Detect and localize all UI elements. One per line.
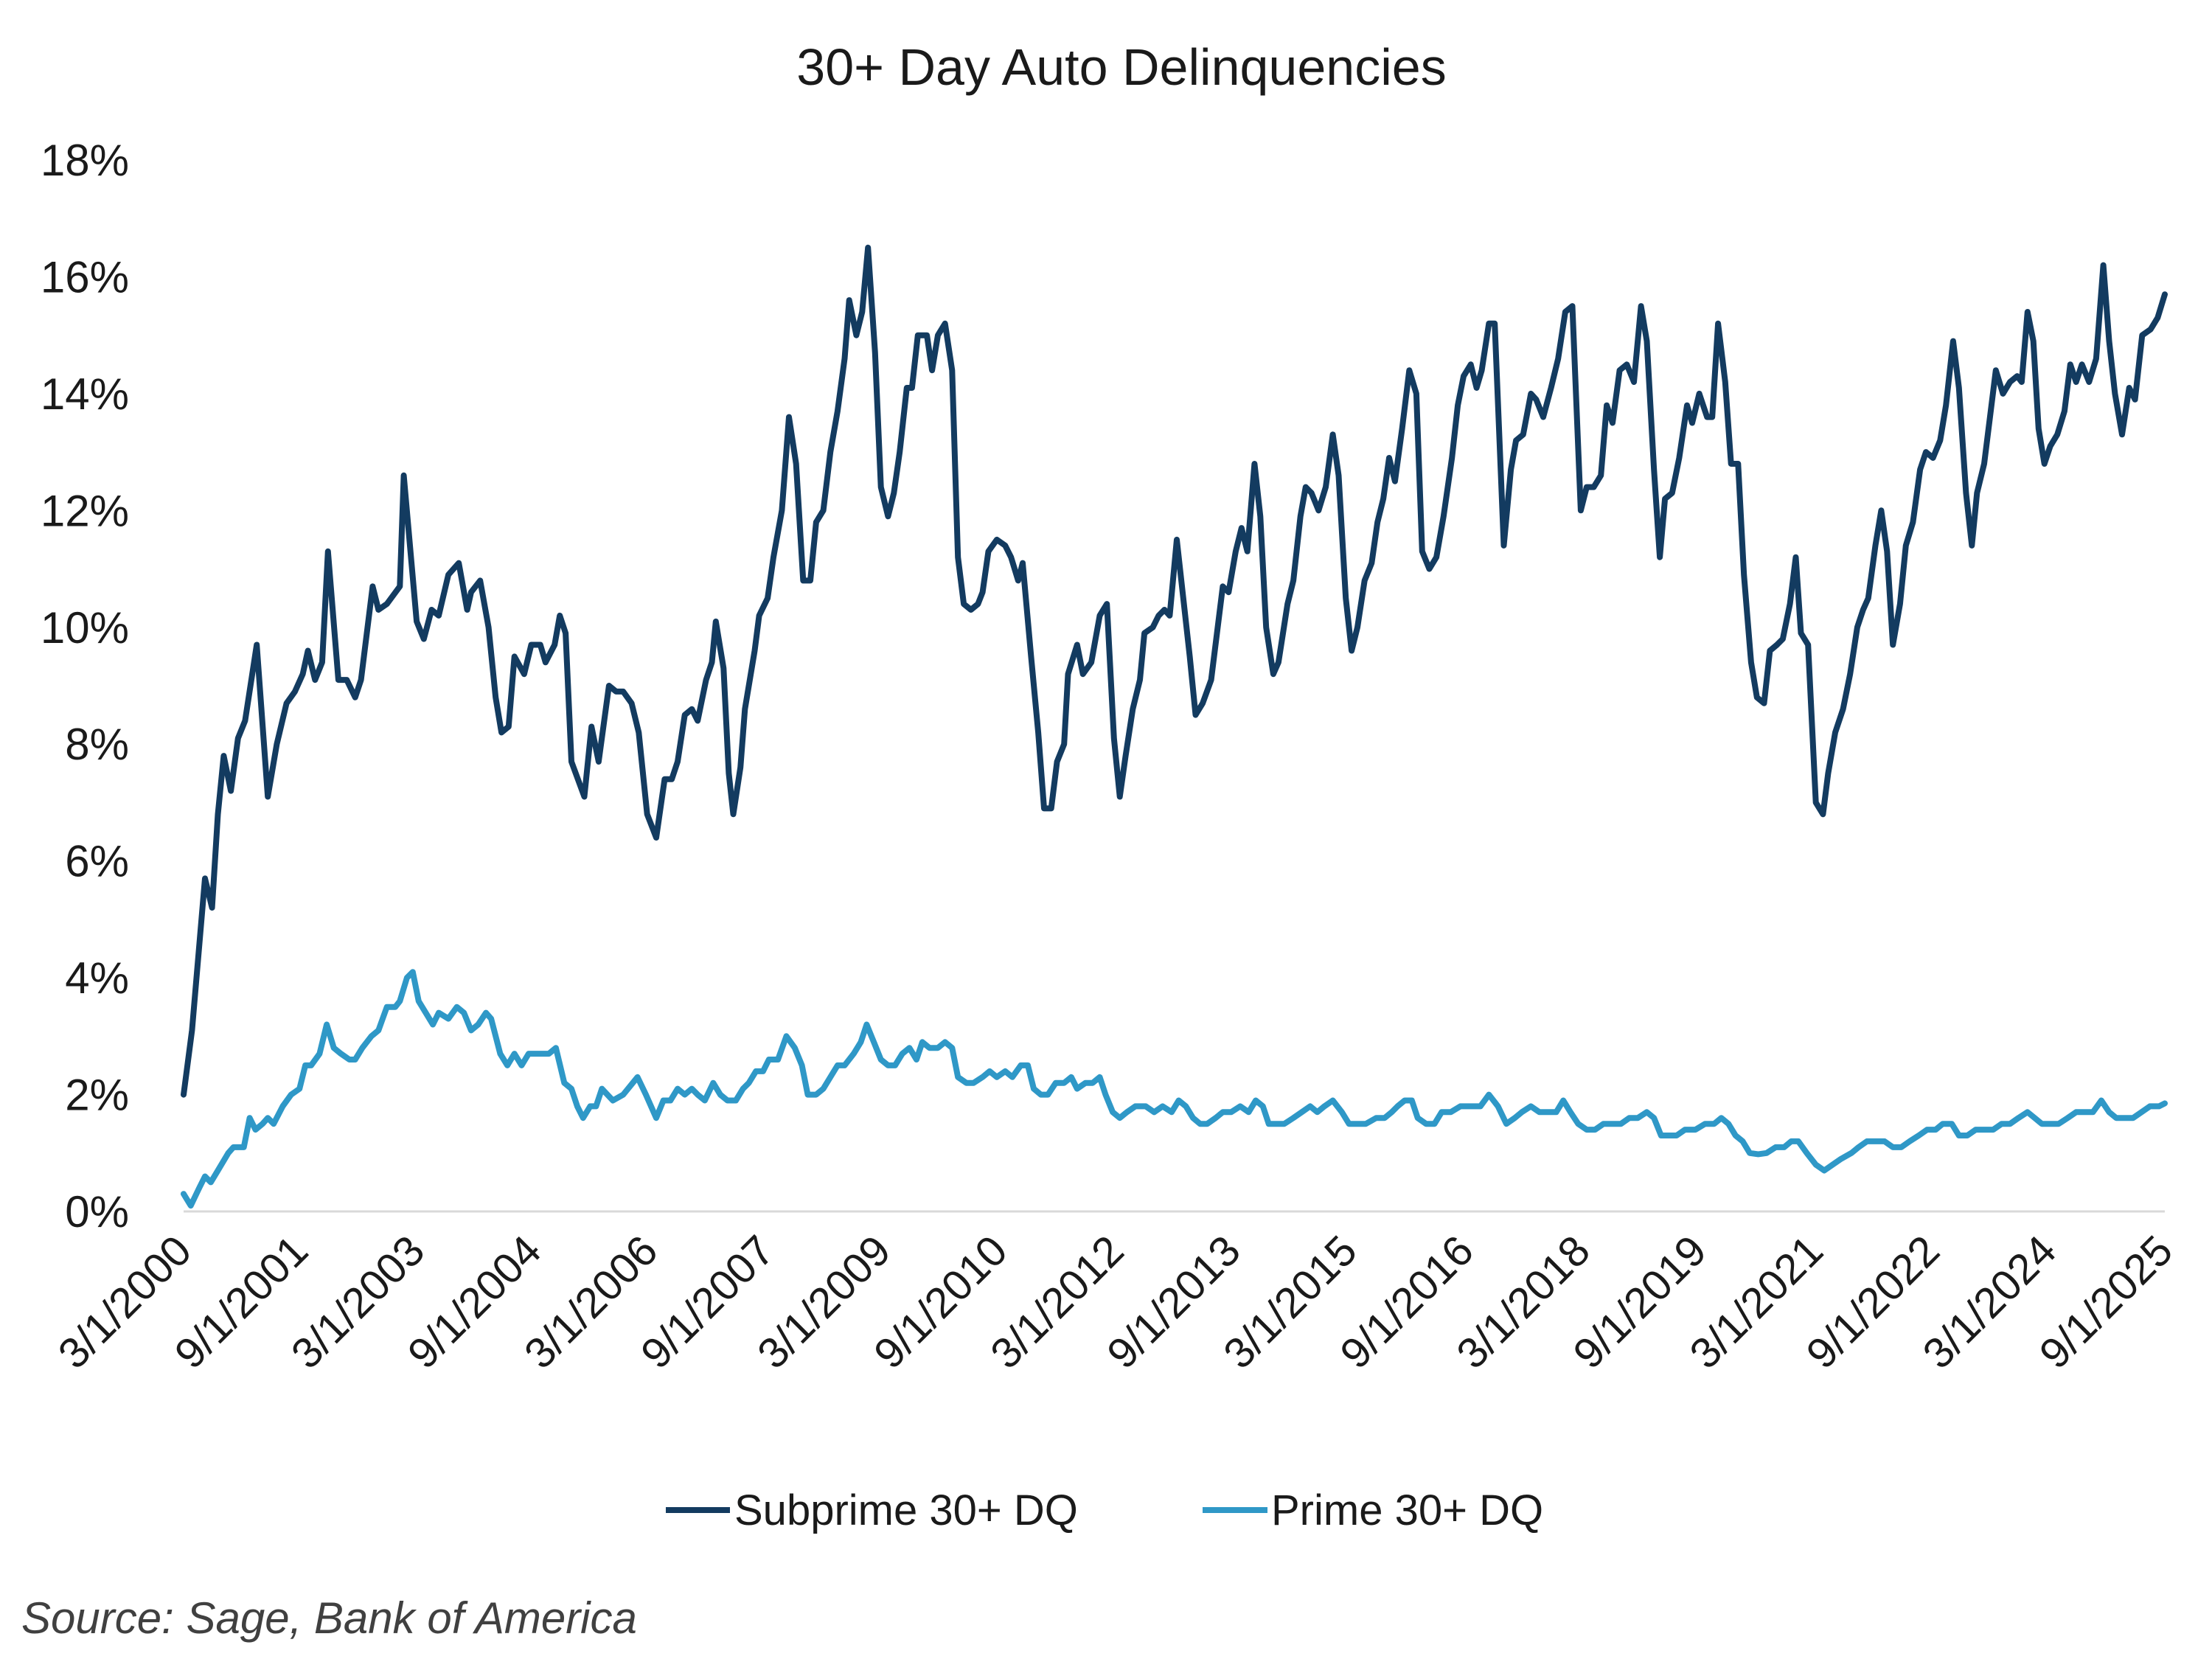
source-note: Source: Sage, Bank of America xyxy=(21,1593,637,1643)
y-tick-label: 2% xyxy=(65,1071,129,1120)
y-tick-label: 8% xyxy=(65,720,129,769)
y-tick-label: 0% xyxy=(65,1187,129,1237)
y-tick-label: 18% xyxy=(41,136,129,185)
legend: Subprime 30+ DQ Prime 30+ DQ xyxy=(666,1486,1543,1534)
legend-label-prime: Prime 30+ DQ xyxy=(1271,1486,1543,1534)
series-line-subprime xyxy=(181,244,2168,1098)
x-axis: 3/1/20009/1/20013/1/20039/1/20043/1/2006… xyxy=(49,1226,2183,1378)
y-tick-label: 14% xyxy=(41,369,129,419)
y-tick-label: 16% xyxy=(41,252,129,302)
legend-item-prime: Prime 30+ DQ xyxy=(1203,1486,1543,1534)
chart-title: 30+ Day Auto Delinquencies xyxy=(796,38,1446,96)
y-tick-label: 10% xyxy=(41,603,129,653)
y-tick-label: 6% xyxy=(65,837,129,886)
y-axis: 0% 2% 4% 6% 8% 10% 12% 14% 16% 18% xyxy=(41,136,129,1237)
legend-label-subprime: Subprime 30+ DQ xyxy=(734,1486,1078,1534)
legend-item-subprime: Subprime 30+ DQ xyxy=(666,1486,1078,1534)
series-line-prime xyxy=(181,969,2168,1209)
y-tick-label: 4% xyxy=(65,953,129,1003)
series-group xyxy=(181,244,2168,1209)
y-tick-label: 12% xyxy=(41,486,129,535)
